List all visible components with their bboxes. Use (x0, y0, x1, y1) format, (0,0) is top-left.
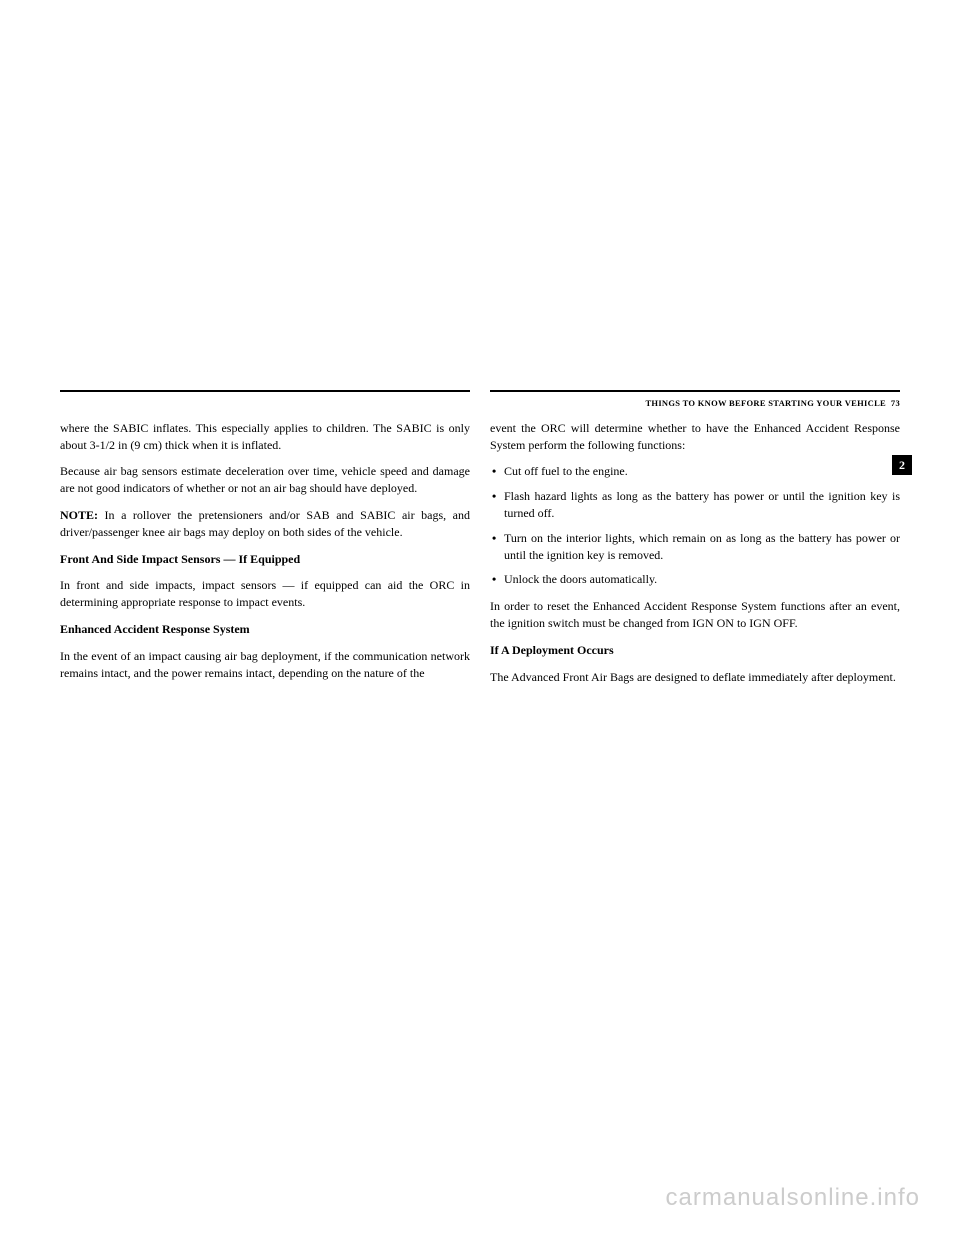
note-label: NOTE: (60, 508, 98, 522)
watermark: carmanualsonline.info (666, 1184, 920, 1212)
bullet-item: Unlock the doors automatically. (490, 571, 900, 588)
heading-enhanced-accident: Enhanced Accident Response System (60, 621, 470, 638)
para-orc-determine: event the ORC will determine whether to … (490, 420, 900, 454)
right-column: THINGS TO KNOW BEFORE STARTING YOUR VEHI… (490, 390, 900, 695)
header-rule (60, 390, 470, 392)
left-column: where the SABIC inflates. This especiall… (60, 390, 470, 695)
para-note: NOTE: In a rollover the pretensioners an… (60, 507, 470, 541)
para-reset: In order to reset the Enhanced Accident … (490, 598, 900, 632)
header-rule-right (490, 390, 900, 392)
bullet-item: Cut off fuel to the engine. (490, 463, 900, 480)
section-title: THINGS TO KNOW BEFORE STARTING YOUR VEHI… (645, 398, 886, 408)
bullet-item: Flash hazard lights as long as the batte… (490, 488, 900, 522)
bullet-list: Cut off fuel to the engine. Flash hazard… (490, 463, 900, 588)
page-header: THINGS TO KNOW BEFORE STARTING YOUR VEHI… (490, 398, 900, 410)
chapter-tab: 2 (892, 455, 912, 475)
note-text: In a rollover the pretensioners and/or S… (60, 508, 470, 539)
para-impact-sensors: In front and side impacts, impact sensor… (60, 577, 470, 611)
heading-front-side-impact: Front And Side Impact Sensors — If Equip… (60, 551, 470, 568)
bullet-item: Turn on the interior lights, which remai… (490, 530, 900, 564)
para-event-impact: In the event of an impact causing air ba… (60, 648, 470, 682)
page-content: where the SABIC inflates. This especiall… (60, 390, 900, 695)
page-number: 73 (891, 398, 900, 408)
para-sabic: where the SABIC inflates. This especiall… (60, 420, 470, 454)
heading-deployment: If A Deployment Occurs (490, 642, 900, 659)
para-sensors: Because air bag sensors estimate deceler… (60, 463, 470, 497)
para-deflate: The Advanced Front Air Bags are designed… (490, 669, 900, 686)
